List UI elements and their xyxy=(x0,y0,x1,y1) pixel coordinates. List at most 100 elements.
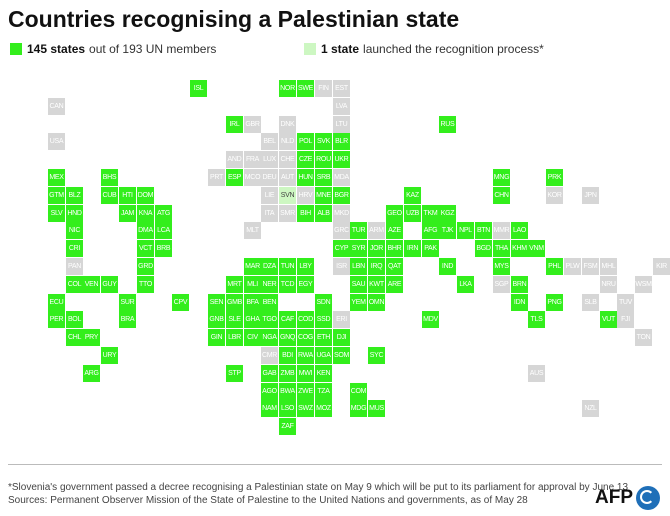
country-tile-kir: KIR xyxy=(653,258,670,275)
country-tile-irn: IRN xyxy=(404,240,421,257)
country-tile-atg: ATG xyxy=(155,205,172,222)
country-tile-kor: KOR xyxy=(546,187,563,204)
country-tile-esp: ESP xyxy=(226,169,243,186)
country-tile-tkm: TKM xyxy=(422,205,439,222)
country-tile-tgo: TGO xyxy=(261,311,278,328)
country-tile-mne: MNE xyxy=(315,187,332,204)
country-tile-zaf: ZAF xyxy=(279,418,296,435)
country-tile-syc: SYC xyxy=(368,347,385,364)
country-tile-vct: VCT xyxy=(137,240,154,257)
country-tile-com: COM xyxy=(350,383,367,400)
country-tile-som: SOM xyxy=(333,347,350,364)
country-tile-blr: BLR xyxy=(333,133,350,150)
country-tile-hrv: HRV xyxy=(297,187,314,204)
country-tile-jam: JAM xyxy=(119,205,136,222)
country-tile-mkd: MKD xyxy=(333,205,350,222)
legend-recognised: 145 states out of 193 UN members xyxy=(10,42,216,56)
country-tile-aze: AZE xyxy=(386,222,403,239)
country-tile-ton: TON xyxy=(635,329,652,346)
country-tile-alb: ALB xyxy=(315,205,332,222)
country-tile-sen: SEN xyxy=(208,294,225,311)
country-tile-fji: FJI xyxy=(617,311,634,328)
legend-process-count: 1 state xyxy=(321,42,360,56)
country-tile-pak: PAK xyxy=(422,240,439,257)
country-tile-nga: NGA xyxy=(261,329,278,346)
country-tile-pol: POL xyxy=(297,133,314,150)
country-tile-geo: GEO xyxy=(386,205,403,222)
country-tile-bhs: BHS xyxy=(101,169,118,186)
country-tile-swz: SWZ xyxy=(297,400,314,417)
country-tile-bra: BRA xyxy=(119,311,136,328)
legend-recognised-swatch xyxy=(10,43,22,55)
country-tile-lux: LUX xyxy=(261,151,278,168)
country-tile-tza: TZA xyxy=(315,383,332,400)
country-tile-slb: SLB xyxy=(582,294,599,311)
country-tile-irq: IRQ xyxy=(368,258,385,275)
country-tile-brb: BRB xyxy=(155,240,172,257)
country-tile-kaz: KAZ xyxy=(404,187,421,204)
country-tile-nzl: NZL xyxy=(582,400,599,417)
country-tile-bih: BIH xyxy=(297,205,314,222)
country-tile-bgr: BGR xyxy=(333,187,350,204)
country-tile-grc: GRC xyxy=(333,222,350,239)
country-tile-kwt: KWT xyxy=(368,276,385,293)
country-tile-gab: GAB xyxy=(261,365,278,382)
country-tile-gha: GHA xyxy=(244,311,261,328)
country-tile-cmr: CMR xyxy=(261,347,278,364)
country-tile-smr: SMR xyxy=(279,205,296,222)
country-tile-plw: PLW xyxy=(564,258,581,275)
country-tile-cri: CRI xyxy=(66,240,83,257)
country-tile-wsm: WSM xyxy=(635,276,652,293)
country-tile-lso: LSO xyxy=(279,400,296,417)
country-tile-che: CHE xyxy=(279,151,296,168)
country-tile-gtm: GTM xyxy=(48,187,65,204)
country-tile-ssd: SSD xyxy=(315,311,332,328)
country-tile-lca: LCA xyxy=(155,222,172,239)
country-tile-qat: QAT xyxy=(386,258,403,275)
country-tile-moz: MOZ xyxy=(315,400,332,417)
country-tile-sgp: SGP xyxy=(493,276,510,293)
country-tile-egy: EGY xyxy=(297,276,314,293)
country-tile-deu: DEU xyxy=(261,169,278,186)
country-tile-jpn: JPN xyxy=(582,187,599,204)
country-tile-prt: PRT xyxy=(208,169,225,186)
country-tile-mli: MLI xyxy=(244,276,261,293)
country-tile-ury: URY xyxy=(101,347,118,364)
country-tile-bdi: BDI xyxy=(279,347,296,364)
country-tile-idn: IDN xyxy=(511,294,528,311)
country-tile-bel: BEL xyxy=(261,133,278,150)
country-tile-uga: UGA xyxy=(315,347,332,364)
country-tile-sle: SLE xyxy=(226,311,243,328)
country-tile-sau: SAU xyxy=(350,276,367,293)
country-tile-fin: FIN xyxy=(315,80,332,97)
country-tile-mmr: MMR xyxy=(493,222,510,239)
country-tile-tls: TLS xyxy=(528,311,545,328)
country-tile-civ: CIV xyxy=(244,329,261,346)
country-tile-hti: HTI xyxy=(119,187,136,204)
country-tile-nor: NOR xyxy=(279,80,296,97)
country-tile-eri: ERI xyxy=(333,311,350,328)
country-tile-ben: BEN xyxy=(261,294,278,311)
country-tile-lbn: LBN xyxy=(350,258,367,275)
country-tile-arm: ARM xyxy=(368,222,385,239)
country-tile-est: EST xyxy=(333,80,350,97)
country-tile-svn: SVN xyxy=(279,187,296,204)
country-tile-uzb: UZB xyxy=(404,205,421,222)
country-tile-and: AND xyxy=(226,151,243,168)
country-tile-mrt: MRT xyxy=(226,276,243,293)
country-tile-lva: LVA xyxy=(333,98,350,115)
country-tile-svk: SVK xyxy=(315,133,332,150)
country-tile-cub: CUB xyxy=(101,187,118,204)
country-tile-ken: KEN xyxy=(315,365,332,382)
country-tile-lka: LKA xyxy=(457,276,474,293)
country-tile-stp: STP xyxy=(226,365,243,382)
country-tile-ecu: ECU xyxy=(48,294,65,311)
country-tile-cyp: CYP xyxy=(333,240,350,257)
country-tile-cze: CZE xyxy=(297,151,314,168)
country-tile-mco: MCO xyxy=(244,169,261,186)
country-tile-cpv: CPV xyxy=(172,294,189,311)
country-tile-tha: THA xyxy=(493,240,510,257)
country-tile-ltu: LTU xyxy=(333,116,350,133)
country-tile-dom: DOM xyxy=(137,187,154,204)
page-title: Countries recognising a Palestinian stat… xyxy=(8,6,460,32)
